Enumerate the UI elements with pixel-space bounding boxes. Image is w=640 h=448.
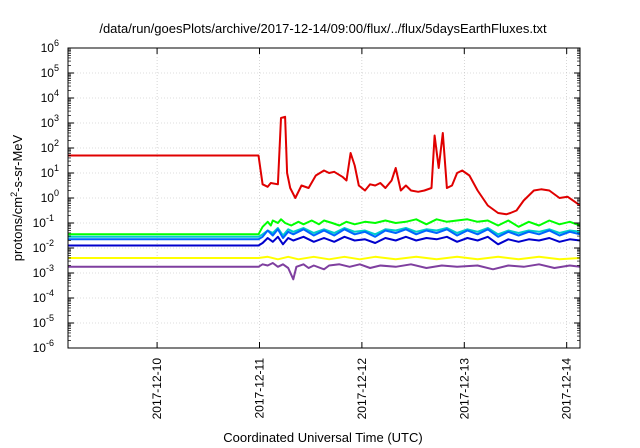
y-tick-label: 100	[41, 188, 59, 205]
series-group	[68, 115, 581, 281]
series-line-1	[68, 218, 581, 236]
y-axis-label-base: protons/cm	[10, 197, 25, 261]
y-tick-label: 10-3	[33, 263, 54, 280]
y-tick-label: 103	[41, 113, 59, 130]
y-tick-label: 105	[41, 63, 59, 80]
y-tick-label: 10-2	[33, 238, 54, 255]
y-tick-label: 10-5	[33, 313, 54, 330]
series-line-0	[68, 115, 581, 216]
series-line-2	[68, 227, 581, 238]
x-axis-label: Coordinated Universal Time (UTC)	[223, 430, 422, 445]
y-tick-label: 10-6	[33, 338, 54, 355]
series-line-4	[68, 235, 581, 247]
series-line-5	[68, 255, 581, 261]
y-tick-label: 10-4	[33, 288, 54, 305]
grid-lines	[68, 48, 580, 348]
x-tick-label: 2017-12-11	[252, 358, 266, 419]
y-tick-label: 101	[41, 163, 59, 180]
x-tick-label: 2017-12-10	[150, 358, 164, 420]
x-tick-label: 2017-12-14	[560, 358, 574, 420]
chart-title: /data/run/goesPlots/archive/2017-12-14/0…	[99, 21, 547, 36]
x-axis-ticks: 2017-12-10 2017-12-11 2017-12-12 2017-12-13…	[150, 48, 574, 419]
x-tick-label: 2017-12-13	[457, 358, 471, 420]
y-tick-label: 10-1	[33, 213, 54, 230]
y-tick-label: 104	[41, 88, 59, 105]
y-axis-ticks: 106 105 104 103 102 101 100 10-1 10-2 10-3 10-4 10-…	[33, 38, 580, 355]
x-tick-label: 2017-12-12	[355, 358, 369, 420]
y-tick-label: 102	[41, 138, 59, 155]
series-line-6	[68, 262, 581, 281]
series-line-3	[68, 228, 581, 241]
y-axis-label-sup: 2	[9, 192, 19, 197]
y-axis-label: protons/cm2-s-sr-MeV	[9, 134, 25, 261]
y-tick-label: 106	[41, 38, 59, 55]
y-axis-label-tail: -s-sr-MeV	[10, 134, 25, 191]
